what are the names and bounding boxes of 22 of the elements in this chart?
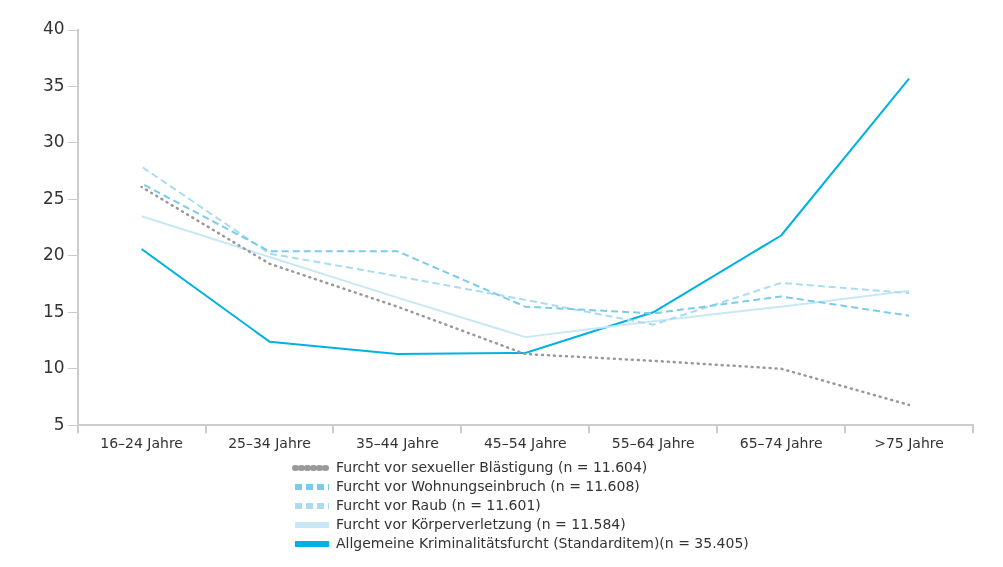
x-tick-label: 25–34 Jahre [228,435,311,452]
legend-label: Furcht vor Raub (n = 11.601) [336,496,541,513]
x-tick-label: 35–44 Jahre [356,435,439,452]
x-tick-label: 65–74 Jahre [739,435,823,452]
legend-label: Allgemeine Kriminalitätsfurcht (Standarditem)(n = 35.405) [336,534,749,551]
x-tick-label: 16–24 Jahre [100,435,183,452]
y-tick-label: 15 [42,300,65,321]
legend-label: Furcht vor Wohnungseinbruch (n = 11.608) [336,477,640,494]
y-tick-label: 40 [42,18,65,39]
y-tick-label: 25 [42,187,65,208]
legend-label: Furcht vor Körperverletzung (n = 11.584) [336,515,626,532]
legend-label: Furcht vor sexueller Blästigung (n = 11.604) [336,458,648,475]
y-tick-label: 20 [42,244,65,265]
x-tick-label: 55–64 Jahre [611,435,695,452]
y-tick-label: 35 [42,74,65,95]
y-tick-label: 10 [42,357,65,378]
line-series [140,165,911,326]
x-tick-label: 45–54 Jahre [483,435,567,452]
line-series [140,185,911,407]
y-tick-label: 30 [42,131,65,152]
x-tick-label: >75 Jahre [874,435,944,452]
y-tick-label: 5 [53,413,65,434]
